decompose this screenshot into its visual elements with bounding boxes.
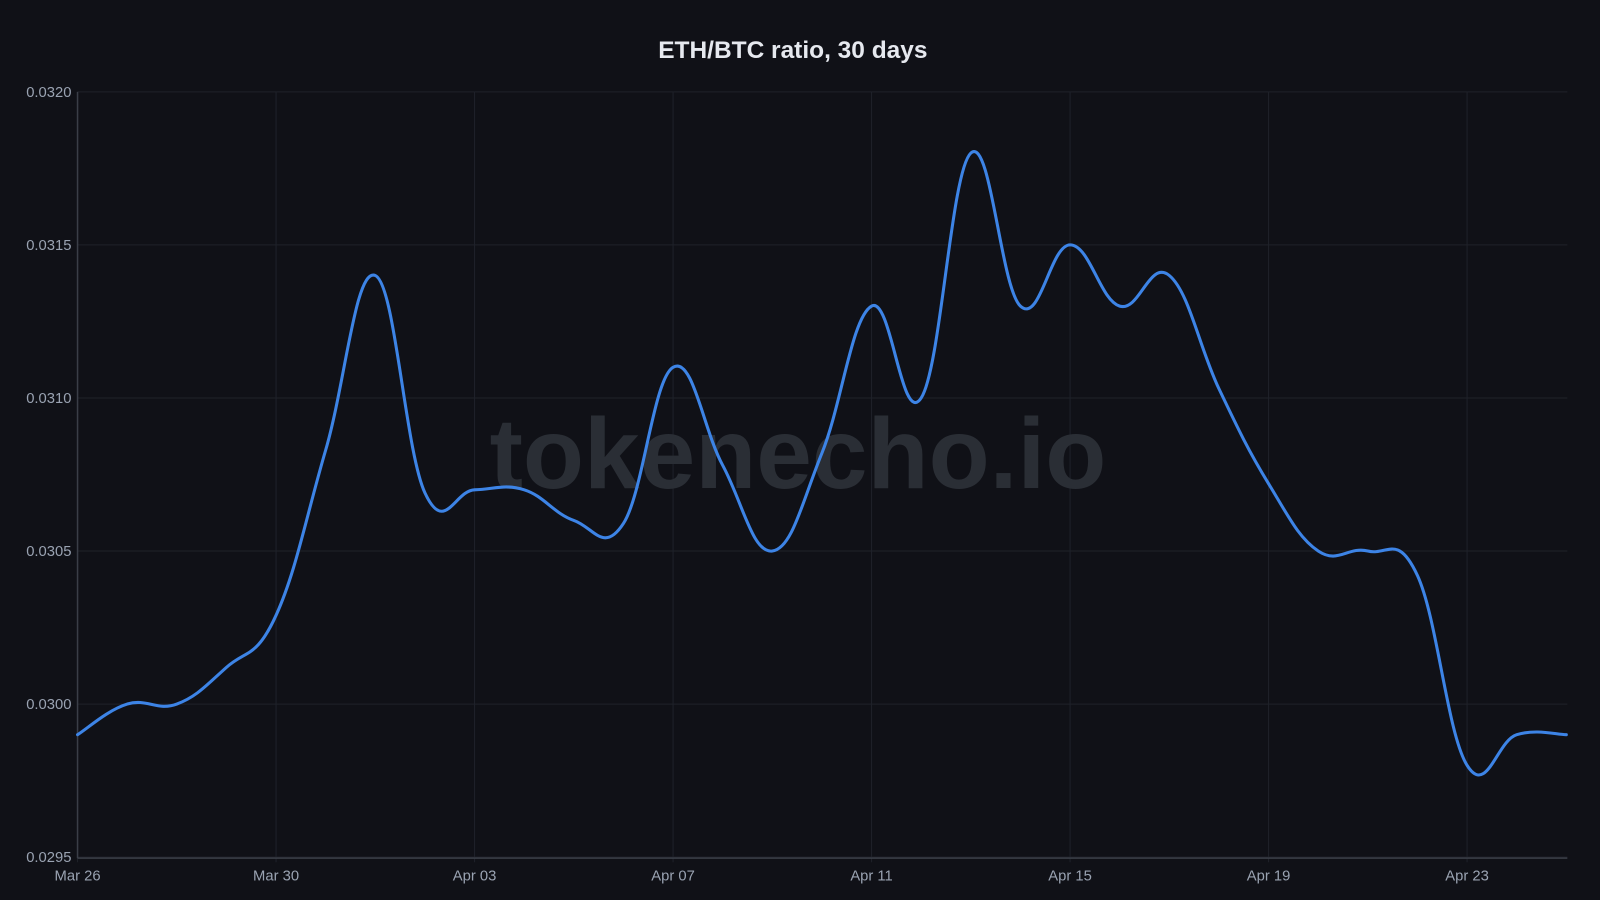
chart-title: ETH/BTC ratio, 30 days — [658, 37, 927, 64]
x-tick-label: Apr 07 — [651, 869, 695, 885]
y-tick-label: 0.0310 — [26, 391, 71, 407]
x-tick-label: Apr 03 — [453, 869, 497, 885]
x-tick-label: Mar 30 — [253, 869, 299, 885]
x-tick-label: Mar 26 — [55, 869, 101, 885]
x-tick-labels: Mar 26 Mar 30 Apr 03 Apr 07 Apr 11 Apr 15 Apr … — [55, 869, 1489, 885]
x-tick-label: Apr 11 — [850, 869, 892, 885]
y-gridlines — [77, 91, 1568, 858]
series-line-eth-btc — [76, 150, 1568, 777]
y-tick-labels: 0.0295 0.0300 0.0305 0.0310 0.0315 0.0320 — [26, 85, 71, 866]
x-tick-label: Apr 19 — [1247, 869, 1291, 885]
y-tick-label: 0.0320 — [26, 85, 71, 101]
y-tick-label: 0.0315 — [26, 238, 71, 254]
x-tick-label: Apr 15 — [1048, 869, 1092, 885]
watermark: tokenecho.io — [490, 398, 1107, 510]
x-tick-label: Apr 23 — [1445, 869, 1489, 885]
y-tick-label: 0.0300 — [26, 697, 71, 713]
y-tick-label: 0.0295 — [26, 850, 71, 866]
y-tick-label: 0.0305 — [26, 544, 71, 560]
